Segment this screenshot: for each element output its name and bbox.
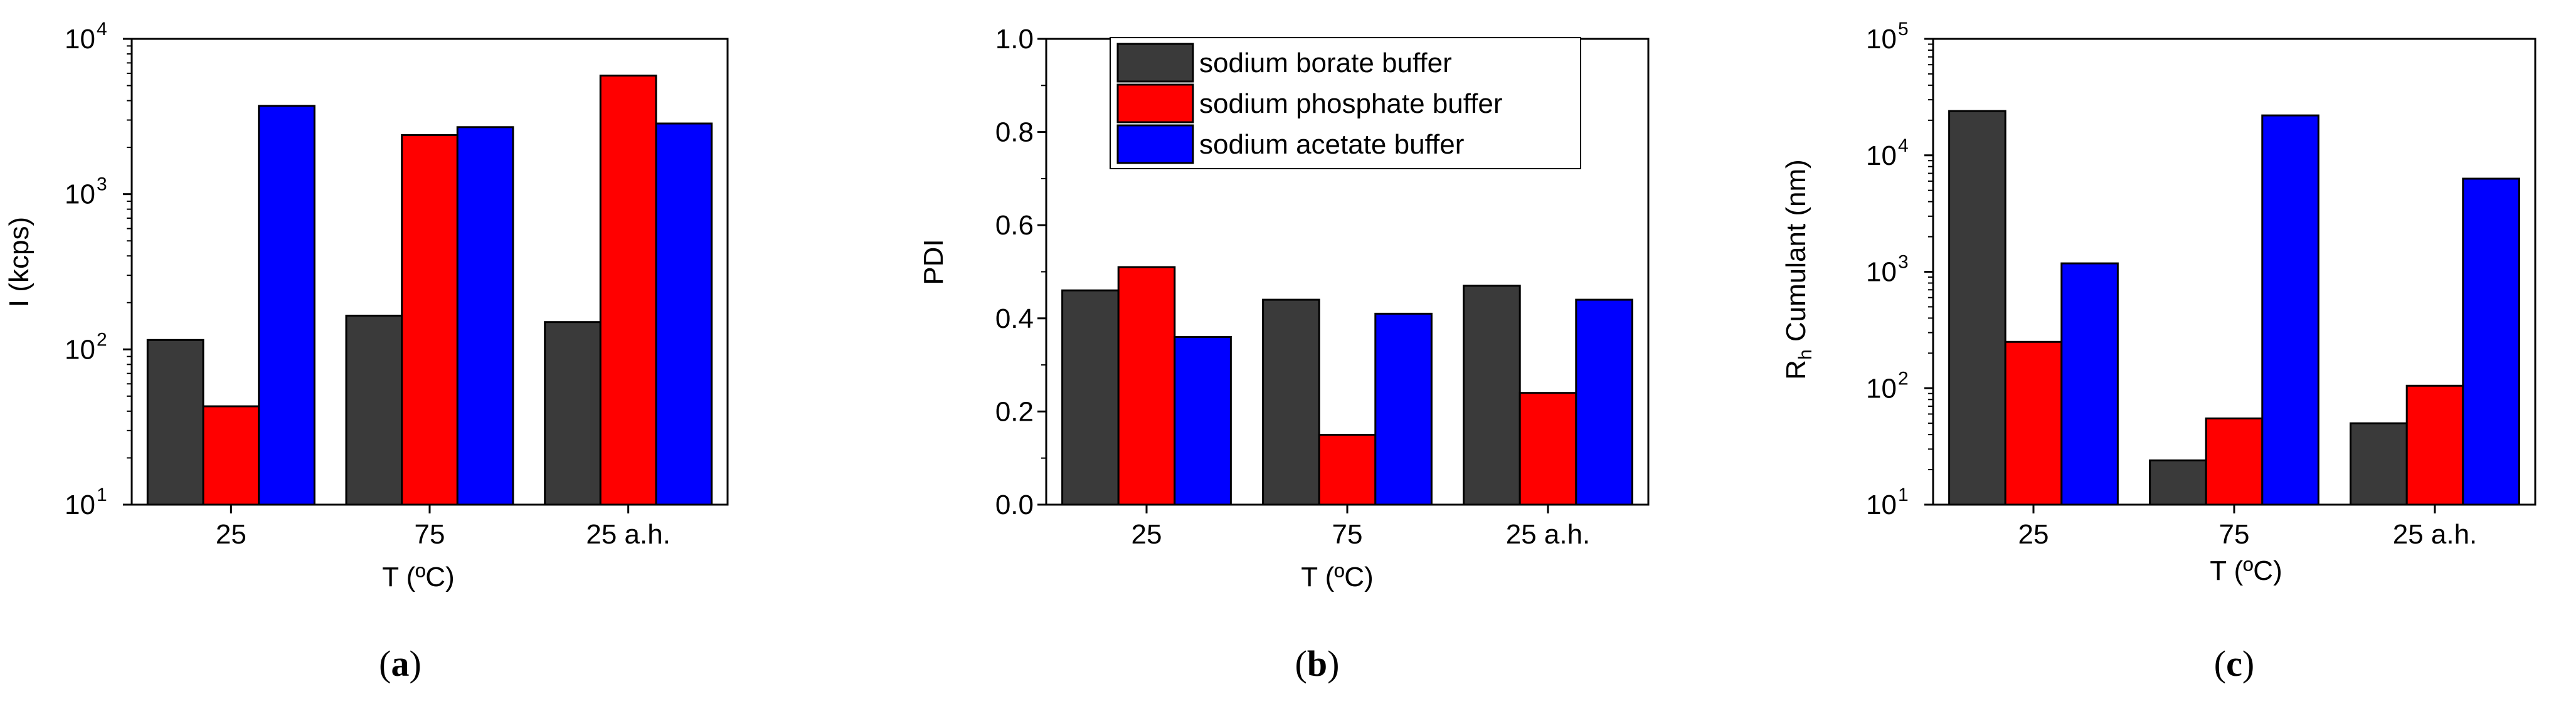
- panel-a-ylabel: I (kcps): [4, 217, 34, 307]
- ytick-exp-a-1: 2: [97, 329, 107, 350]
- bar-b-s1-c2: [1519, 392, 1577, 506]
- bar-b-s1-c1: [1318, 434, 1377, 506]
- ytick-exp-a-3: 4: [97, 19, 107, 39]
- bar-a-s1-c1: [401, 134, 458, 506]
- legend-swatch-borate: [1116, 43, 1194, 83]
- bar-b-s0-c2: [1463, 285, 1521, 506]
- ytick-exp-a-2: 3: [97, 174, 107, 195]
- bar-c-s1-c1: [2205, 418, 2264, 506]
- ytick-label-b-0: 0.0: [995, 490, 1034, 520]
- xtick-label-b-1: 75: [1332, 519, 1363, 550]
- ytick-label-c-2: 10: [1866, 257, 1897, 288]
- ytick-label-a-2: 10: [65, 179, 95, 210]
- caption-c-letter: c: [2226, 643, 2242, 684]
- xtick-label-a-1: 75: [415, 519, 445, 550]
- bar-b-s2-c0: [1174, 336, 1232, 506]
- ytick-exp-c-3: 4: [1898, 135, 1909, 156]
- bar-a-s1-c0: [202, 405, 260, 506]
- caption-c: (c): [2214, 643, 2254, 684]
- bar-b-s0-c0: [1061, 289, 1120, 506]
- panel-b-xlabel: T (ºC): [1301, 562, 1373, 592]
- caption-a-open: (: [379, 643, 391, 684]
- xtick-label-c-0: 25: [2018, 519, 2049, 550]
- ytick-exp-c-2: 3: [1898, 252, 1909, 273]
- ytick-label-a-0: 10: [65, 490, 95, 520]
- panel-c-bars: [1948, 110, 2520, 506]
- ytick-label-b-1: 0.2: [995, 396, 1034, 427]
- caption-a-close: ): [410, 643, 421, 684]
- bar-c-s0-c2: [2350, 422, 2408, 506]
- caption-a-letter: a: [391, 643, 410, 684]
- bar-b-s2-c2: [1575, 298, 1633, 506]
- legend-swatch-acetate: [1116, 124, 1194, 164]
- panel-c-ylabel-rest: Cumulant (nm): [1781, 159, 1811, 349]
- bar-a-s2-c0: [258, 105, 315, 506]
- bar-a-s2-c2: [655, 122, 713, 506]
- caption-b-open: (: [1295, 643, 1307, 684]
- bar-c-s1-c2: [2405, 384, 2464, 506]
- ytick-label-b-3: 0.6: [995, 210, 1034, 241]
- ytick-label-c-1: 10: [1866, 373, 1897, 404]
- bar-b-s0-c1: [1262, 298, 1320, 506]
- ytick-label-c-0: 10: [1866, 490, 1897, 520]
- bar-c-s0-c1: [2149, 459, 2207, 506]
- xtick-label-b-0: 25: [1132, 519, 1162, 550]
- bar-b-s1-c0: [1117, 266, 1176, 506]
- xtick-label-c-2: 25 a.h.: [2393, 519, 2478, 550]
- xtick-label-c-1: 75: [2219, 519, 2250, 550]
- panel-a-bars: [146, 75, 713, 506]
- bar-c-s2-c2: [2462, 177, 2520, 506]
- panel-c-xlabel: T (ºC): [2210, 555, 2282, 586]
- caption-b-letter: b: [1307, 643, 1327, 684]
- caption-b: (b): [1295, 643, 1340, 684]
- bar-b-s2-c1: [1374, 312, 1433, 506]
- legend-label-borate: sodium borate buffer: [1199, 48, 1452, 78]
- caption-a: (a): [379, 643, 421, 684]
- ytick-label-a-3: 10: [65, 24, 95, 55]
- captions: (a) (b) (c): [379, 643, 2254, 684]
- xtick-label-a-0: 25: [216, 519, 246, 550]
- bar-c-s2-c0: [2060, 262, 2119, 506]
- bar-a-s0-c0: [146, 339, 204, 506]
- panel-a-xlabel: T (ºC): [382, 562, 454, 592]
- bar-a-s1-c2: [599, 75, 657, 506]
- bar-c-s2-c1: [2261, 114, 2319, 506]
- ytick-label-c-4: 10: [1866, 24, 1897, 55]
- panel-b-axes: 0.0 0.2 0.4 0.6 0.8 1.0 25 75 25 a.h.: [995, 24, 1650, 550]
- ytick-label-b-4: 0.8: [995, 117, 1034, 148]
- legend-label-phosphate: sodium phosphate buffer: [1199, 88, 1503, 119]
- caption-c-open: (: [2214, 643, 2226, 684]
- xtick-label-a-2: 25 a.h.: [586, 519, 671, 550]
- bar-a-s2-c1: [456, 126, 514, 506]
- panel-c-ylabel: Rh Cumulant (nm): [1781, 159, 1816, 380]
- bar-a-s0-c2: [544, 321, 602, 506]
- legend: sodium borate buffer sodium phosphate bu…: [1110, 37, 1581, 169]
- caption-b-close: ): [1327, 643, 1339, 684]
- xtick-label-b-2: 25 a.h.: [1506, 519, 1591, 550]
- panel-b-bars: [1061, 266, 1633, 506]
- legend-swatch-phosphate: [1116, 83, 1194, 123]
- ytick-label-a-1: 10: [65, 334, 95, 365]
- ytick-exp-a-0: 1: [97, 485, 107, 505]
- panel-b: 0.0 0.2 0.4 0.6 0.8 1.0 25 75 25 a.h. PDI T (ºC)…: [918, 24, 1650, 592]
- panel-b-ylabel: PDI: [918, 239, 949, 285]
- caption-c-close: ): [2242, 643, 2254, 684]
- panel-c-ylabel-sub: h: [1795, 349, 1816, 360]
- ytick-exp-c-1: 2: [1898, 368, 1909, 389]
- bar-a-s0-c1: [345, 315, 403, 506]
- panel-c-ylabel-main: R: [1781, 360, 1811, 380]
- ytick-label-b-5: 1.0: [995, 24, 1034, 55]
- ytick-exp-c-4: 5: [1898, 19, 1909, 39]
- ytick-label-b-2: 0.4: [995, 303, 1034, 334]
- ytick-label-c-3: 10: [1866, 140, 1897, 171]
- bar-c-s0-c0: [1948, 110, 2006, 506]
- bar-c-s1-c0: [2004, 340, 2063, 506]
- ytick-exp-c-0: 1: [1898, 485, 1909, 505]
- legend-label-acetate: sodium acetate buffer: [1199, 129, 1464, 160]
